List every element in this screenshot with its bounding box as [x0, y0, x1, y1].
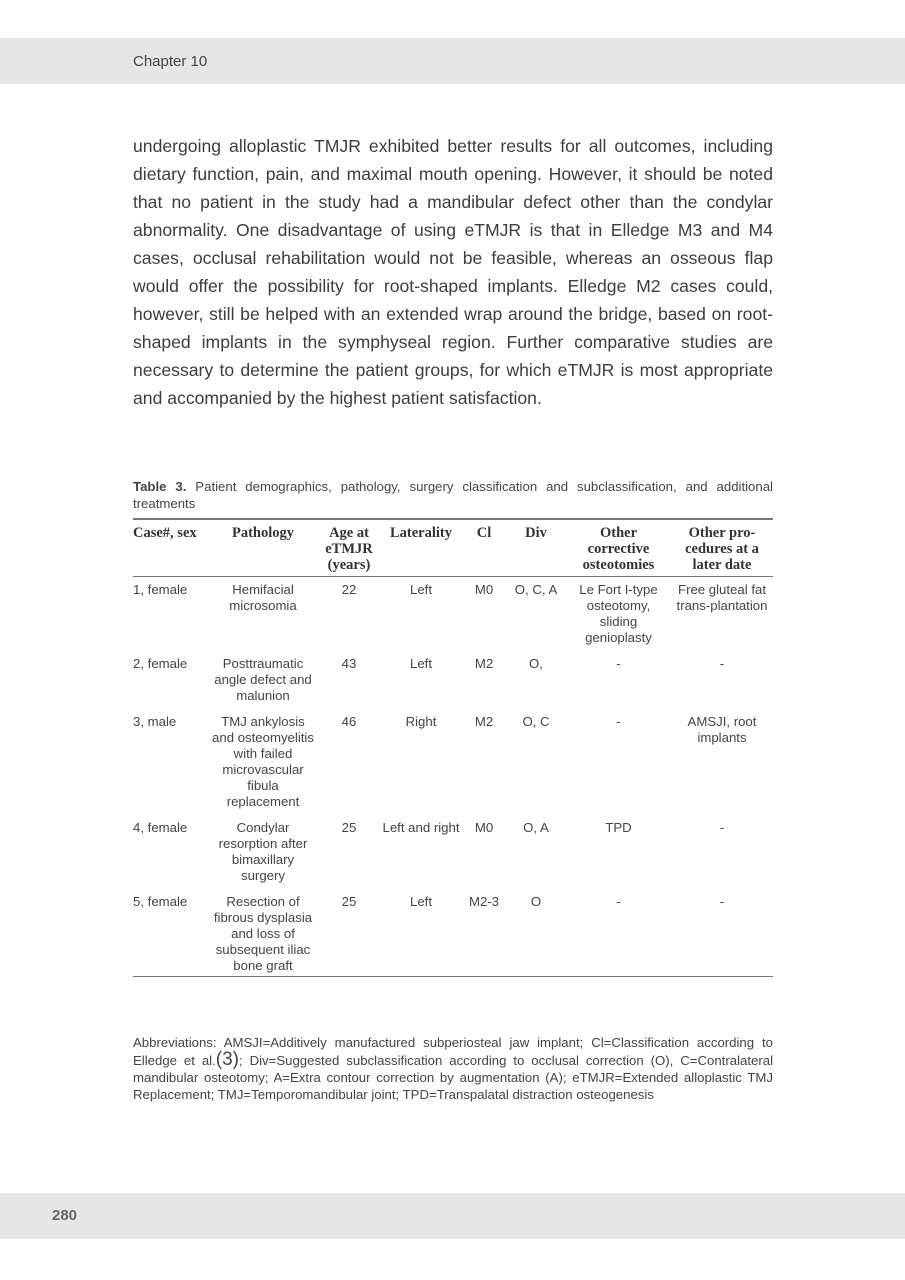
running-header: Chapter 10: [0, 38, 905, 84]
table-cell: TMJ ankylosis and osteomyelitis with fai…: [212, 714, 314, 809]
table-cell: Le Fort I-type osteotomy, sliding geniop…: [579, 582, 658, 645]
table-cell: M2: [474, 714, 494, 729]
table-cell: Right: [405, 714, 437, 729]
table-cell: Hemifacial microsomia: [229, 582, 297, 613]
table-cell: M2: [474, 656, 494, 671]
table-cell: -: [616, 894, 621, 909]
running-footer: 280: [0, 1193, 905, 1239]
column-header: Case#, sex: [133, 525, 197, 541]
table-row: 4, female Condylar resorption after bimax…: [133, 818, 773, 892]
abbr-text: Abbreviations: AMSJI=Additively manufact…: [133, 1035, 773, 1068]
table-caption: Table 3. Patient demographics, pathology…: [133, 478, 773, 512]
table-cell: Condylar resorption after bimaxillary su…: [218, 820, 308, 883]
abbreviations-note: Abbreviations: AMSJI=Additively manufact…: [133, 1034, 773, 1103]
abbr-text-2: ; Div=Suggested subclassification accord…: [133, 1053, 773, 1102]
table-label: Table 3.: [133, 479, 187, 494]
table-cell: O, C, A: [514, 582, 558, 597]
patient-table: Case#, sex Pathology Age at eTMJR (years) L…: [133, 518, 773, 977]
table-cell: M0: [474, 582, 494, 597]
table-cell: O: [530, 894, 542, 909]
page-number: 280: [52, 1207, 78, 1224]
table-cell: Left: [410, 582, 432, 597]
table-cell: M2-3: [468, 894, 500, 909]
table-cell: 1, female: [133, 582, 188, 597]
table-cell: Left: [410, 894, 432, 909]
column-header: Other pro-cedures at a later date: [685, 525, 759, 573]
table-header-row: Case#, sex Pathology Age at eTMJR (years) L…: [133, 519, 773, 577]
table-cell: 25: [341, 820, 357, 835]
table-cell: 43: [341, 656, 357, 671]
table-cell: -: [719, 656, 725, 671]
table-cell: 2, female: [133, 656, 188, 671]
table-cell: -: [616, 656, 621, 671]
table-row: 1, female Hemifacial microsomia 22 Left M0 O,…: [133, 577, 773, 655]
table-cell: -: [616, 714, 621, 729]
table-cell: O, A: [523, 820, 549, 835]
column-header: Age at eTMJR (years): [325, 525, 373, 573]
table-row: 5, female Resection of fibrous dysplasia …: [133, 892, 773, 977]
column-header: Laterality: [389, 525, 452, 541]
column-header: Div: [525, 525, 547, 541]
column-header: Other corrective osteotomies: [582, 525, 655, 573]
body-paragraph: undergoing alloplastic TMJR exhibited be…: [133, 136, 773, 408]
chapter-label: Chapter 10: [133, 53, 208, 70]
table-cell: Resection of fibrous dysplasia and loss …: [213, 894, 313, 973]
table-cell: Left: [410, 656, 432, 671]
table-cell: 4, female: [133, 820, 188, 835]
table-cell: Posttraumatic angle defect and malunion: [214, 656, 312, 703]
table-cell: 3, male: [133, 714, 177, 729]
table-cell: M0: [474, 820, 494, 835]
table-cell: AMSJI, root implants: [687, 714, 757, 745]
table-cell: 46: [341, 714, 357, 729]
table-row: 3, male TMJ ankylosis and osteomyelitis w…: [133, 712, 773, 818]
table-cell: Left and right: [382, 820, 460, 835]
table-cell: O, C: [522, 714, 550, 729]
table-cell: TPD: [605, 820, 632, 835]
table-caption-text: Patient demographics, pathology, surgery…: [133, 479, 773, 511]
table-cell: 25: [341, 894, 357, 909]
table-cell: 5, female: [133, 894, 188, 909]
table-cell: O,: [529, 656, 543, 671]
table-cell: 22: [341, 582, 357, 597]
table-cell: Free gluteal fat trans-plantation: [676, 582, 768, 613]
table-cell: -: [719, 820, 725, 835]
column-header: Cl: [476, 525, 492, 541]
table-cell: -: [719, 894, 725, 909]
column-header: Pathology: [231, 525, 295, 541]
reference-link[interactable]: (3): [215, 1049, 239, 1070]
table-row: 2, female Posttraumatic angle defect and …: [133, 654, 773, 712]
